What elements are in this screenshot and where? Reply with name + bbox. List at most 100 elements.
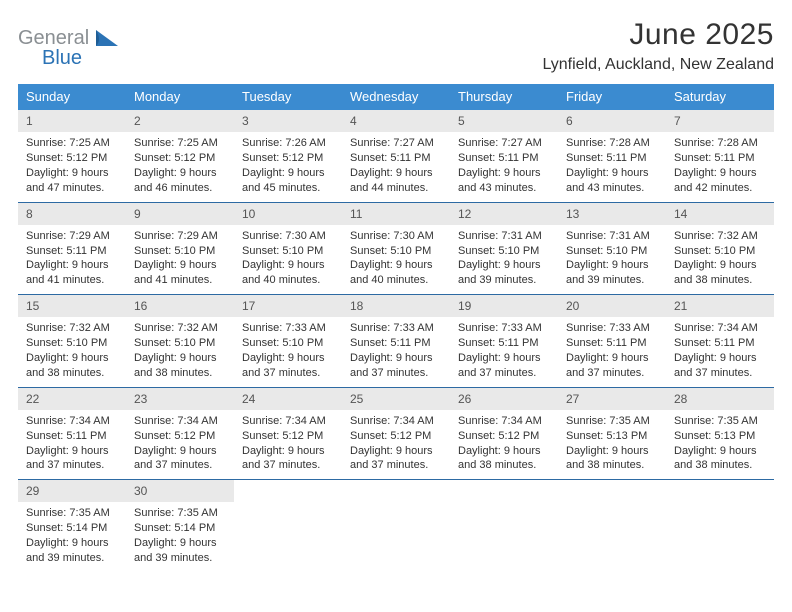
calendar-week: 15Sunrise: 7:32 AMSunset: 5:10 PMDayligh… <box>18 295 774 388</box>
day-number: 9 <box>126 203 234 225</box>
day-cell: 26Sunrise: 7:34 AMSunset: 5:12 PMDayligh… <box>450 388 558 480</box>
day-body: Sunrise: 7:31 AMSunset: 5:10 PMDaylight:… <box>558 229 666 288</box>
daylight-line: Daylight: 9 hours and 40 minutes. <box>242 258 336 288</box>
sunset-line: Sunset: 5:11 PM <box>674 151 768 166</box>
day-number: 13 <box>558 203 666 225</box>
day-body: Sunrise: 7:34 AMSunset: 5:11 PMDaylight:… <box>666 321 774 380</box>
sunset-line: Sunset: 5:12 PM <box>458 429 552 444</box>
day-body: Sunrise: 7:33 AMSunset: 5:11 PMDaylight:… <box>558 321 666 380</box>
sunset-line: Sunset: 5:12 PM <box>242 429 336 444</box>
sunset-line: Sunset: 5:10 PM <box>566 244 660 259</box>
weekday-label: Monday <box>126 84 234 110</box>
sunrise-line: Sunrise: 7:29 AM <box>26 229 120 244</box>
sunset-line: Sunset: 5:11 PM <box>26 429 120 444</box>
title-block: June 2025 Lynfield, Auckland, New Zealan… <box>542 18 774 74</box>
sunrise-line: Sunrise: 7:32 AM <box>674 229 768 244</box>
empty-cell <box>342 480 450 572</box>
day-cell: 10Sunrise: 7:30 AMSunset: 5:10 PMDayligh… <box>234 203 342 295</box>
daylight-line: Daylight: 9 hours and 38 minutes. <box>458 444 552 474</box>
daylight-line: Daylight: 9 hours and 39 minutes. <box>134 536 228 566</box>
calendar-body: 1 Sunrise: 7:25 AMSunset: 5:12 PMDaylight… <box>18 110 774 572</box>
sunrise-line: Sunrise: 7:33 AM <box>242 321 336 336</box>
day-body: Sunrise: 7:32 AMSunset: 5:10 PMDaylight:… <box>126 321 234 380</box>
daylight-line: Daylight: 9 hours and 37 minutes. <box>566 351 660 381</box>
day-body: Sunrise: 7:26 AMSunset: 5:12 PMDaylight:… <box>234 136 342 195</box>
day-cell: 21 Sunrise: 7:34 AMSunset: 5:11 PMDayligh… <box>666 295 774 387</box>
daylight-line: Daylight: 9 hours and 40 minutes. <box>350 258 444 288</box>
calendar-week: 8 Sunrise: 7:29 AMSunset: 5:11 PMDaylight… <box>18 203 774 296</box>
day-body: Sunrise: 7:34 AMSunset: 5:12 PMDaylight:… <box>234 414 342 473</box>
sunset-line: Sunset: 5:10 PM <box>242 244 336 259</box>
daylight-line: Daylight: 9 hours and 37 minutes. <box>674 351 768 381</box>
daylight-line: Daylight: 9 hours and 39 minutes. <box>566 258 660 288</box>
day-number: 17 <box>234 295 342 317</box>
day-number: 18 <box>342 295 450 317</box>
daylight-line: Daylight: 9 hours and 39 minutes. <box>26 536 120 566</box>
day-cell: 5Sunrise: 7:27 AMSunset: 5:11 PMDaylight… <box>450 110 558 202</box>
day-number: 10 <box>234 203 342 225</box>
sunrise-line: Sunrise: 7:27 AM <box>350 136 444 151</box>
empty-cell <box>558 480 666 572</box>
day-body: Sunrise: 7:29 AMSunset: 5:11 PMDaylight:… <box>18 229 126 288</box>
sunrise-line: Sunrise: 7:34 AM <box>134 414 228 429</box>
sunrise-line: Sunrise: 7:35 AM <box>566 414 660 429</box>
sunset-line: Sunset: 5:13 PM <box>566 429 660 444</box>
day-body: Sunrise: 7:33 AMSunset: 5:11 PMDaylight:… <box>342 321 450 380</box>
day-cell: 22 Sunrise: 7:34 AMSunset: 5:11 PMDayligh… <box>18 388 126 480</box>
day-number: 29 <box>18 480 126 502</box>
calendar-week: 1 Sunrise: 7:25 AMSunset: 5:12 PMDaylight… <box>18 110 774 203</box>
day-body: Sunrise: 7:34 AMSunset: 5:11 PMDaylight:… <box>18 414 126 473</box>
day-body: Sunrise: 7:28 AMSunset: 5:11 PMDaylight:… <box>558 136 666 195</box>
day-cell: 20 Sunrise: 7:33 AMSunset: 5:11 PMDayligh… <box>558 295 666 387</box>
day-number: 4 <box>342 110 450 132</box>
sunset-line: Sunset: 5:11 PM <box>350 336 444 351</box>
day-body: Sunrise: 7:33 AMSunset: 5:11 PMDaylight:… <box>450 321 558 380</box>
sunset-line: Sunset: 5:10 PM <box>242 336 336 351</box>
sunset-line: Sunset: 5:11 PM <box>458 336 552 351</box>
day-body: Sunrise: 7:32 AMSunset: 5:10 PMDaylight:… <box>18 321 126 380</box>
day-cell: 18 Sunrise: 7:33 AMSunset: 5:11 PMDayligh… <box>342 295 450 387</box>
day-number: 20 <box>558 295 666 317</box>
daylight-line: Daylight: 9 hours and 45 minutes. <box>242 166 336 196</box>
logo-sail-icon <box>96 30 118 46</box>
day-cell: 2Sunrise: 7:25 AMSunset: 5:12 PMDaylight… <box>126 110 234 202</box>
day-cell: 17Sunrise: 7:33 AMSunset: 5:10 PMDayligh… <box>234 295 342 387</box>
day-number: 1 <box>18 110 126 132</box>
day-body: Sunrise: 7:28 AMSunset: 5:11 PMDaylight:… <box>666 136 774 195</box>
logo-text-blue: Blue <box>42 47 82 68</box>
daylight-line: Daylight: 9 hours and 38 minutes. <box>134 351 228 381</box>
day-body: Sunrise: 7:35 AMSunset: 5:13 PMDaylight:… <box>666 414 774 473</box>
sunset-line: Sunset: 5:11 PM <box>674 336 768 351</box>
day-number: 19 <box>450 295 558 317</box>
daylight-line: Daylight: 9 hours and 38 minutes. <box>26 351 120 381</box>
sunrise-line: Sunrise: 7:34 AM <box>350 414 444 429</box>
day-body: Sunrise: 7:29 AMSunset: 5:10 PMDaylight:… <box>126 229 234 288</box>
day-body: Sunrise: 7:32 AMSunset: 5:10 PMDaylight:… <box>666 229 774 288</box>
day-number: 8 <box>18 203 126 225</box>
day-body: Sunrise: 7:27 AMSunset: 5:11 PMDaylight:… <box>342 136 450 195</box>
day-cell: 19 Sunrise: 7:33 AMSunset: 5:11 PMDayligh… <box>450 295 558 387</box>
day-cell: 13 Sunrise: 7:31 AMSunset: 5:10 PMDayligh… <box>558 203 666 295</box>
day-cell: 9 Sunrise: 7:29 AMSunset: 5:10 PMDaylight… <box>126 203 234 295</box>
daylight-line: Daylight: 9 hours and 37 minutes. <box>350 351 444 381</box>
day-cell: 8 Sunrise: 7:29 AMSunset: 5:11 PMDaylight… <box>18 203 126 295</box>
weekday-label: Friday <box>558 84 666 110</box>
sunrise-line: Sunrise: 7:33 AM <box>458 321 552 336</box>
sunset-line: Sunset: 5:12 PM <box>242 151 336 166</box>
day-number: 27 <box>558 388 666 410</box>
day-number: 28 <box>666 388 774 410</box>
day-cell: 1 Sunrise: 7:25 AMSunset: 5:12 PMDaylight… <box>18 110 126 202</box>
sunset-line: Sunset: 5:12 PM <box>134 151 228 166</box>
sunset-line: Sunset: 5:11 PM <box>458 151 552 166</box>
day-cell: 23Sunrise: 7:34 AMSunset: 5:12 PMDayligh… <box>126 388 234 480</box>
day-number: 15 <box>18 295 126 317</box>
day-number: 14 <box>666 203 774 225</box>
sunset-line: Sunset: 5:12 PM <box>26 151 120 166</box>
daylight-line: Daylight: 9 hours and 46 minutes. <box>134 166 228 196</box>
day-number: 22 <box>18 388 126 410</box>
sunrise-line: Sunrise: 7:28 AM <box>674 136 768 151</box>
day-body: Sunrise: 7:25 AMSunset: 5:12 PMDaylight:… <box>18 136 126 195</box>
daylight-line: Daylight: 9 hours and 38 minutes. <box>674 258 768 288</box>
day-cell: 24Sunrise: 7:34 AMSunset: 5:12 PMDayligh… <box>234 388 342 480</box>
day-number: 21 <box>666 295 774 317</box>
